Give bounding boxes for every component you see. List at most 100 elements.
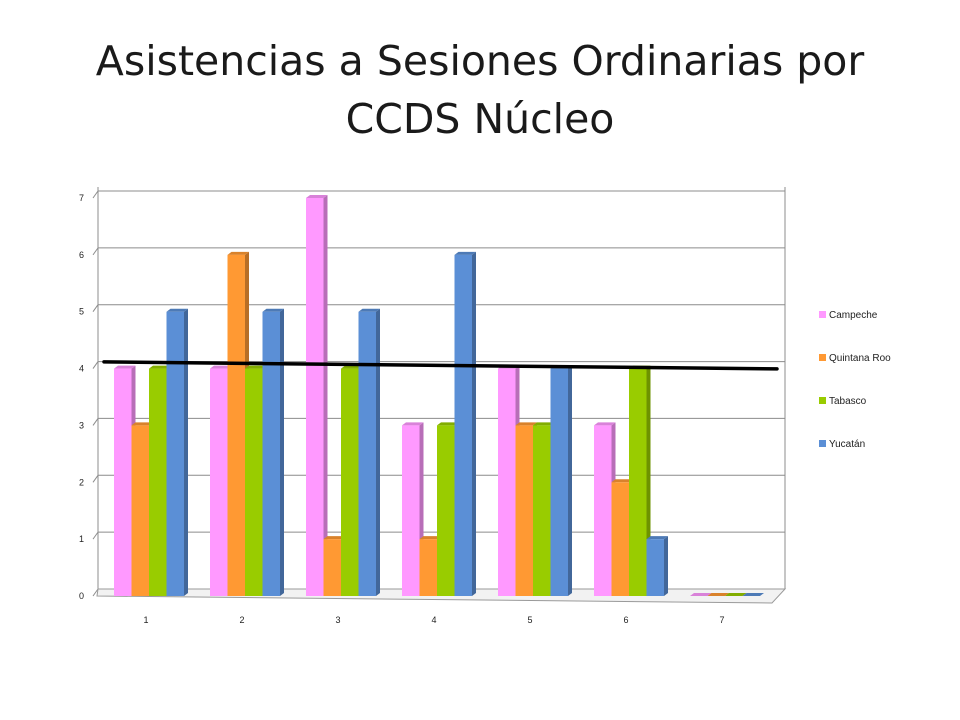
gridline-side [92,474,99,483]
y-axis: 0 1 2 3 4 5 6 7 [79,193,84,601]
legend: Campeche Quintana Roo Tabasco Yucatán [819,310,891,450]
bar-front [341,368,359,596]
reference-line [102,360,779,371]
y-tick-label: 6 [79,250,84,260]
x-tick-label: 2 [239,615,244,625]
bar-front [114,368,132,596]
legend-swatch [819,440,826,447]
legend-swatch [819,397,826,404]
bar [550,365,572,596]
x-tick-label: 1 [143,615,148,625]
x-tick-label: 4 [431,615,436,625]
bar-front [262,311,280,596]
bar-top [306,195,328,198]
bar-front [454,254,472,596]
bar-top [402,422,424,426]
y-tick-label: 1 [79,534,84,544]
gridline-side [92,247,99,256]
bar [707,593,729,596]
bar-side [323,195,328,596]
bar-top [262,308,284,312]
bar-front [402,425,420,596]
bar [166,308,188,596]
bar-top [594,422,616,426]
bar-top [742,593,764,596]
bar-top [646,536,668,540]
bar-front [245,368,263,596]
bar-top [358,308,380,312]
bar-front [550,368,568,596]
bar-side [280,308,284,596]
legend-swatch [819,354,826,361]
bar-top [210,365,232,369]
bar-top [323,536,345,540]
bar-top [149,365,171,369]
bar-side [568,365,572,596]
bar-front [594,425,612,596]
bar-front [533,425,551,596]
gridline-side [92,190,99,199]
y-tick-label: 0 [79,591,84,601]
bar-side [376,308,380,596]
bar-top [533,422,555,426]
bar-front [323,539,341,596]
bar-side [664,536,668,596]
bar-top [114,365,136,369]
bar-front [646,539,664,596]
bar-top [131,422,153,426]
x-tick-label: 6 [623,615,628,625]
bar-front [306,198,324,596]
bar-front [131,425,149,596]
bar [262,308,284,596]
bars [114,195,764,596]
y-tick-label: 3 [79,420,84,430]
bar [454,251,476,596]
x-tick-label: 7 [719,615,724,625]
bar-top [419,536,441,540]
bar-front [166,311,184,596]
bar [690,593,712,596]
bar-front [515,425,533,596]
gridline-side [92,304,99,313]
y-tick-label: 4 [79,364,84,374]
bar-front [498,368,516,596]
bar-side [472,251,476,596]
bar-front [227,254,245,596]
y-tick-label: 2 [79,477,84,487]
legend-label: Quintana Roo [829,353,891,364]
bar-top [227,251,249,255]
x-tick-label: 5 [527,615,532,625]
gridline-side [92,418,99,426]
bar-top [454,251,476,255]
bar-top [515,422,537,426]
bar [306,195,328,596]
bar-front [629,368,647,596]
x-tick-label: 3 [335,615,340,625]
x-axis: 1 2 3 4 5 6 7 [143,615,724,625]
bar [725,593,747,596]
bar-top [245,365,267,369]
y-tick-label: 7 [79,193,84,203]
bar-top [437,422,459,426]
gridline-side [92,531,99,540]
legend-label: Campeche [829,310,878,321]
bar-top [166,308,188,312]
bar [742,593,764,596]
bar-front [358,311,376,596]
legend-label: Yucatán [829,439,865,450]
bar-top [341,365,363,369]
bar-top [725,593,747,596]
bar-top [611,479,633,483]
bar-front [149,368,167,596]
legend-label: Tabasco [829,396,867,407]
gridline-side [92,588,99,597]
bar-front [419,539,437,596]
gridline-side [92,361,99,369]
bar [646,536,668,596]
bar-side [184,308,188,596]
bar-front [210,368,228,596]
y-tick-label: 5 [79,307,84,317]
bar-top [690,593,712,596]
bar [358,308,380,596]
